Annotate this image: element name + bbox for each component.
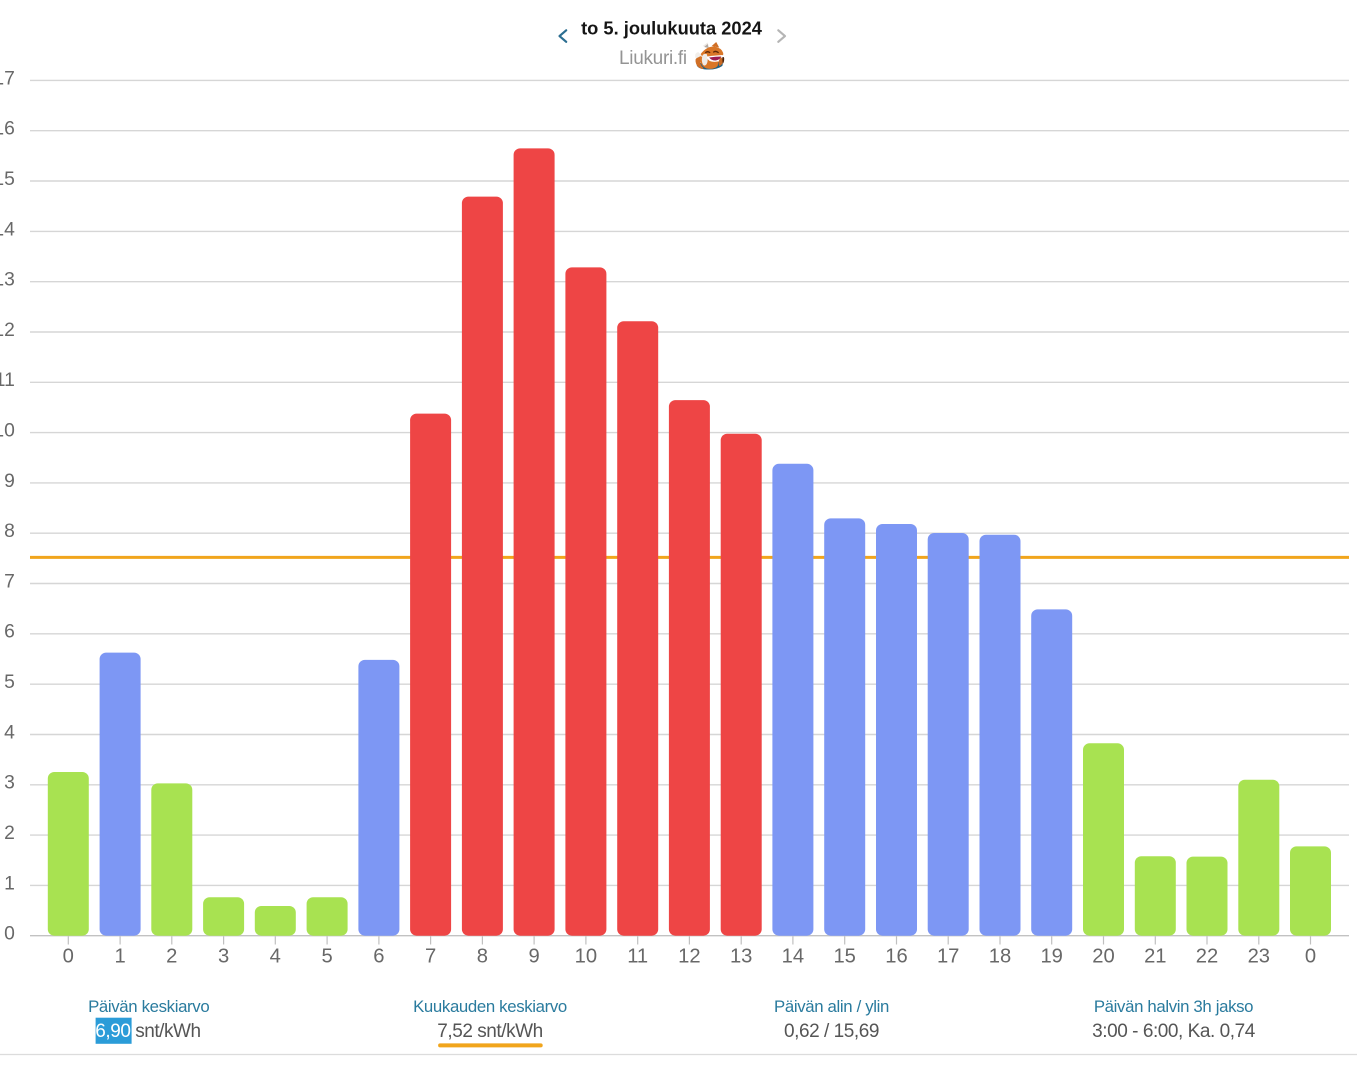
svg-text:14: 14: [0, 219, 15, 240]
svg-text:1: 1: [4, 873, 15, 894]
svg-text:12: 12: [0, 320, 15, 341]
svg-text:3: 3: [4, 773, 15, 794]
svg-text:23: 23: [1248, 945, 1270, 967]
svg-text:snt/kWh: snt/kWh: [135, 1021, 200, 1042]
svg-text:21: 21: [1144, 945, 1166, 967]
svg-text:to 5. joulukuuta 2024: to 5. joulukuuta 2024: [581, 18, 763, 39]
svg-text:0: 0: [4, 924, 15, 945]
svg-text:6,90: 6,90: [95, 1021, 130, 1042]
svg-text:5: 5: [4, 672, 15, 693]
svg-text:16: 16: [885, 945, 907, 967]
svg-text:13: 13: [730, 945, 752, 967]
svg-text:20: 20: [1092, 945, 1114, 967]
svg-text:4: 4: [270, 945, 281, 967]
svg-text:Päivän halvin 3h jakso: Päivän halvin 3h jakso: [1094, 997, 1253, 1016]
svg-text:9: 9: [528, 945, 539, 967]
svg-text:5: 5: [321, 945, 332, 967]
svg-text:14: 14: [782, 945, 804, 967]
svg-text:8: 8: [477, 945, 488, 967]
svg-text:0,62 / 15,69: 0,62 / 15,69: [784, 1021, 879, 1042]
svg-text:Kuukauden keskiarvo: Kuukauden keskiarvo: [413, 997, 567, 1016]
svg-text:11: 11: [0, 370, 15, 391]
svg-text:8: 8: [4, 521, 15, 542]
svg-text:2: 2: [166, 945, 177, 967]
svg-text:15: 15: [833, 945, 855, 967]
svg-text:18: 18: [989, 945, 1011, 967]
svg-text:17: 17: [0, 68, 15, 89]
svg-text:Päivän keskiarvo: Päivän keskiarvo: [88, 997, 209, 1016]
svg-text:9: 9: [4, 471, 15, 492]
svg-text:6: 6: [4, 622, 15, 643]
svg-text:19: 19: [1040, 945, 1062, 967]
svg-text:4: 4: [4, 722, 15, 743]
svg-text:11: 11: [627, 945, 648, 967]
svg-text:0: 0: [1305, 945, 1316, 967]
svg-text:12: 12: [678, 945, 700, 967]
svg-text:3:00 - 6:00, Ka. 0,74: 3:00 - 6:00, Ka. 0,74: [1092, 1021, 1256, 1042]
svg-text:7: 7: [425, 945, 436, 967]
svg-text:2: 2: [4, 823, 15, 844]
svg-text:Liukuri.fi: Liukuri.fi: [619, 48, 687, 69]
svg-text:22: 22: [1196, 945, 1218, 967]
svg-text:0: 0: [63, 945, 74, 967]
svg-text:13: 13: [0, 270, 15, 291]
svg-text:15: 15: [0, 169, 15, 190]
svg-text:16: 16: [0, 119, 15, 140]
svg-text:10: 10: [575, 945, 597, 967]
svg-text:7: 7: [4, 571, 15, 592]
svg-text:1: 1: [114, 945, 125, 967]
svg-text:17: 17: [937, 945, 959, 967]
svg-text:Päivän alin / ylin: Päivän alin / ylin: [774, 997, 889, 1016]
svg-text:7,52 snt/kWh: 7,52 snt/kWh: [437, 1021, 542, 1042]
svg-text:3: 3: [218, 945, 229, 967]
svg-text:6: 6: [373, 945, 384, 967]
svg-text:10: 10: [0, 421, 15, 442]
